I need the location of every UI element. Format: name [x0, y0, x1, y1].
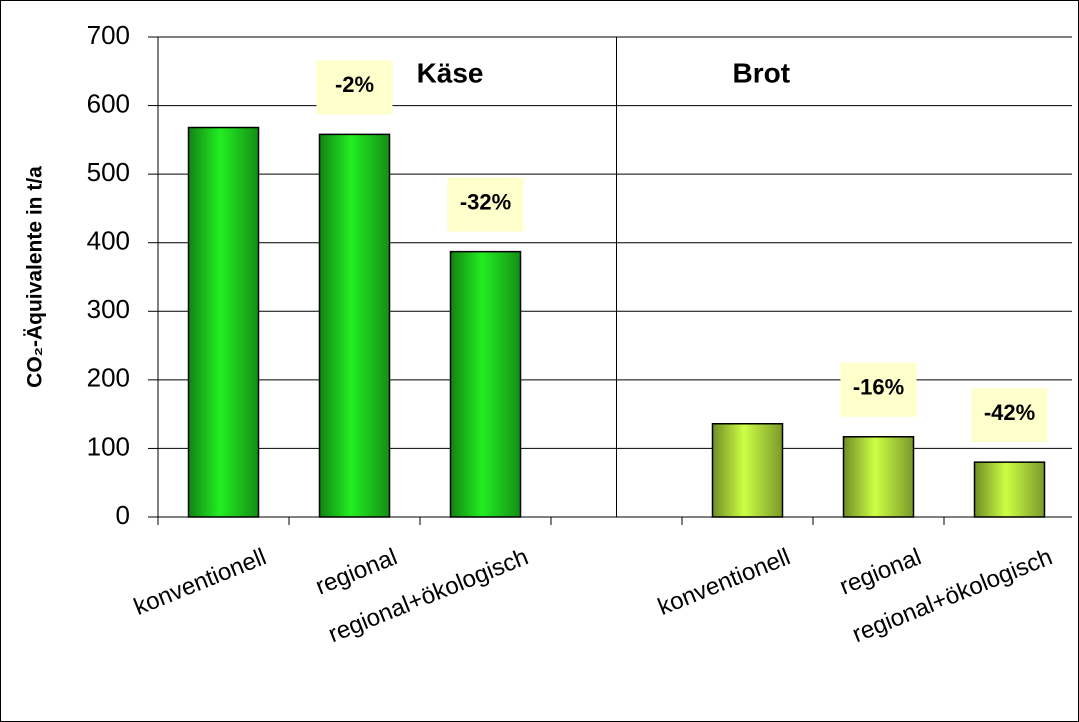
annotation: -32%	[460, 189, 511, 214]
y-tick-label: 500	[87, 157, 130, 187]
y-tick-label: 300	[87, 294, 130, 324]
bar-shading	[842, 436, 915, 518]
y-tick-label: 700	[87, 20, 130, 50]
bar-shading	[711, 422, 784, 518]
annotation: -2%	[335, 72, 374, 97]
y-tick-label: 600	[87, 88, 130, 118]
group-label: Käse	[417, 57, 484, 88]
y-tick-label: 100	[87, 431, 130, 461]
annotation-box	[316, 60, 393, 115]
bar-shading	[187, 126, 260, 518]
bar-shading	[449, 250, 522, 518]
x-tick-label: konventionell	[654, 543, 794, 621]
annotation-box	[971, 388, 1048, 443]
y-tick-label: 0	[116, 500, 130, 530]
y-axis-label: CO₂-Äquivalente in t/a	[24, 166, 47, 388]
annotation-box	[447, 177, 524, 232]
annotation: -16%	[853, 375, 904, 400]
group-label: Brot	[733, 57, 791, 88]
x-tick-label: konventionell	[130, 543, 270, 621]
x-tick-label: regional	[312, 543, 401, 600]
y-tick-label: 200	[87, 363, 130, 393]
bar-shading	[973, 461, 1046, 518]
y-tick-label: 400	[87, 226, 130, 256]
x-tick-label: regional	[836, 543, 925, 600]
annotation-box	[840, 362, 917, 417]
bar-shading	[318, 133, 391, 518]
annotation: -42%	[984, 400, 1035, 425]
